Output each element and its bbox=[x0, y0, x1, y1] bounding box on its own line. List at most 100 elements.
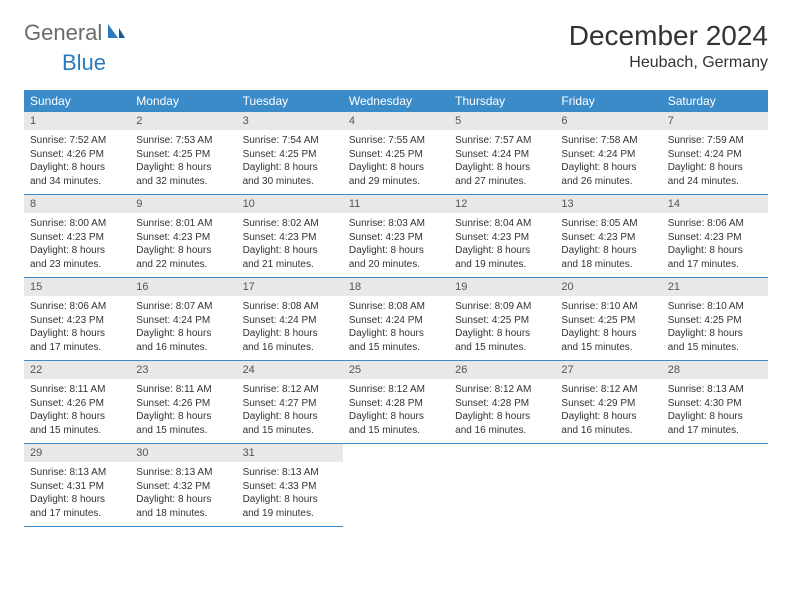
day-number: 30 bbox=[130, 444, 236, 462]
day-number: 3 bbox=[237, 112, 343, 130]
day-body: Sunrise: 8:08 AMSunset: 4:24 PMDaylight:… bbox=[237, 296, 343, 360]
sunset-text: Sunset: 4:26 PM bbox=[30, 397, 124, 411]
sunrise-text: Sunrise: 8:04 AM bbox=[455, 217, 549, 231]
weekday-header: Saturday bbox=[662, 90, 768, 112]
daylight-text: Daylight: 8 hours and 17 minutes. bbox=[30, 327, 124, 354]
weekday-header-row: Sunday Monday Tuesday Wednesday Thursday… bbox=[24, 90, 768, 112]
day-number: 13 bbox=[555, 195, 661, 213]
daylight-text: Daylight: 8 hours and 24 minutes. bbox=[668, 161, 762, 188]
daylight-text: Daylight: 8 hours and 30 minutes. bbox=[243, 161, 337, 188]
sunrise-text: Sunrise: 8:12 AM bbox=[349, 383, 443, 397]
day-body: Sunrise: 7:58 AMSunset: 4:24 PMDaylight:… bbox=[555, 130, 661, 194]
daylight-text: Daylight: 8 hours and 18 minutes. bbox=[136, 493, 230, 520]
daylight-text: Daylight: 8 hours and 15 minutes. bbox=[243, 410, 337, 437]
daylight-text: Daylight: 8 hours and 15 minutes. bbox=[136, 410, 230, 437]
sunset-text: Sunset: 4:25 PM bbox=[561, 314, 655, 328]
sunset-text: Sunset: 4:26 PM bbox=[136, 397, 230, 411]
daylight-text: Daylight: 8 hours and 19 minutes. bbox=[455, 244, 549, 271]
daylight-text: Daylight: 8 hours and 15 minutes. bbox=[455, 327, 549, 354]
day-number: 4 bbox=[343, 112, 449, 130]
day-body: Sunrise: 7:54 AMSunset: 4:25 PMDaylight:… bbox=[237, 130, 343, 194]
sunrise-text: Sunrise: 8:11 AM bbox=[30, 383, 124, 397]
daylight-text: Daylight: 8 hours and 34 minutes. bbox=[30, 161, 124, 188]
day-cell bbox=[555, 444, 661, 527]
day-body: Sunrise: 8:08 AMSunset: 4:24 PMDaylight:… bbox=[343, 296, 449, 360]
daylight-text: Daylight: 8 hours and 22 minutes. bbox=[136, 244, 230, 271]
sunrise-text: Sunrise: 8:06 AM bbox=[668, 217, 762, 231]
sunrise-text: Sunrise: 7:55 AM bbox=[349, 134, 443, 148]
sunset-text: Sunset: 4:28 PM bbox=[455, 397, 549, 411]
day-body: Sunrise: 8:10 AMSunset: 4:25 PMDaylight:… bbox=[555, 296, 661, 360]
sunrise-text: Sunrise: 8:13 AM bbox=[243, 466, 337, 480]
day-number: 21 bbox=[662, 278, 768, 296]
sunrise-text: Sunrise: 7:53 AM bbox=[136, 134, 230, 148]
weekday-header: Sunday bbox=[24, 90, 130, 112]
daylight-text: Daylight: 8 hours and 16 minutes. bbox=[455, 410, 549, 437]
day-cell: 19Sunrise: 8:09 AMSunset: 4:25 PMDayligh… bbox=[449, 278, 555, 361]
day-cell bbox=[662, 444, 768, 527]
daylight-text: Daylight: 8 hours and 27 minutes. bbox=[455, 161, 549, 188]
week-row: 22Sunrise: 8:11 AMSunset: 4:26 PMDayligh… bbox=[24, 361, 768, 444]
sunset-text: Sunset: 4:23 PM bbox=[30, 231, 124, 245]
day-body: Sunrise: 8:05 AMSunset: 4:23 PMDaylight:… bbox=[555, 213, 661, 277]
sunrise-text: Sunrise: 8:03 AM bbox=[349, 217, 443, 231]
day-number: 24 bbox=[237, 361, 343, 379]
daylight-text: Daylight: 8 hours and 15 minutes. bbox=[349, 327, 443, 354]
sunrise-text: Sunrise: 8:12 AM bbox=[561, 383, 655, 397]
day-number: 6 bbox=[555, 112, 661, 130]
weekday-header: Monday bbox=[130, 90, 236, 112]
day-cell: 22Sunrise: 8:11 AMSunset: 4:26 PMDayligh… bbox=[24, 361, 130, 444]
day-number: 5 bbox=[449, 112, 555, 130]
day-cell: 13Sunrise: 8:05 AMSunset: 4:23 PMDayligh… bbox=[555, 195, 661, 278]
weekday-header: Thursday bbox=[449, 90, 555, 112]
day-cell: 26Sunrise: 8:12 AMSunset: 4:28 PMDayligh… bbox=[449, 361, 555, 444]
daylight-text: Daylight: 8 hours and 32 minutes. bbox=[136, 161, 230, 188]
day-body: Sunrise: 7:55 AMSunset: 4:25 PMDaylight:… bbox=[343, 130, 449, 194]
day-body: Sunrise: 8:12 AMSunset: 4:28 PMDaylight:… bbox=[449, 379, 555, 443]
sunrise-text: Sunrise: 8:13 AM bbox=[30, 466, 124, 480]
day-cell: 24Sunrise: 8:12 AMSunset: 4:27 PMDayligh… bbox=[237, 361, 343, 444]
sunrise-text: Sunrise: 8:12 AM bbox=[455, 383, 549, 397]
day-number: 16 bbox=[130, 278, 236, 296]
sunset-text: Sunset: 4:24 PM bbox=[455, 148, 549, 162]
daylight-text: Daylight: 8 hours and 17 minutes. bbox=[668, 410, 762, 437]
day-body: Sunrise: 8:03 AMSunset: 4:23 PMDaylight:… bbox=[343, 213, 449, 277]
sunrise-text: Sunrise: 8:13 AM bbox=[136, 466, 230, 480]
day-number: 12 bbox=[449, 195, 555, 213]
sunset-text: Sunset: 4:25 PM bbox=[243, 148, 337, 162]
day-number: 29 bbox=[24, 444, 130, 462]
day-cell: 23Sunrise: 8:11 AMSunset: 4:26 PMDayligh… bbox=[130, 361, 236, 444]
day-cell: 20Sunrise: 8:10 AMSunset: 4:25 PMDayligh… bbox=[555, 278, 661, 361]
day-cell: 16Sunrise: 8:07 AMSunset: 4:24 PMDayligh… bbox=[130, 278, 236, 361]
day-body: Sunrise: 7:52 AMSunset: 4:26 PMDaylight:… bbox=[24, 130, 130, 194]
sunrise-text: Sunrise: 7:59 AM bbox=[668, 134, 762, 148]
sunset-text: Sunset: 4:32 PM bbox=[136, 480, 230, 494]
day-body: Sunrise: 8:13 AMSunset: 4:30 PMDaylight:… bbox=[662, 379, 768, 443]
daylight-text: Daylight: 8 hours and 29 minutes. bbox=[349, 161, 443, 188]
sunset-text: Sunset: 4:23 PM bbox=[455, 231, 549, 245]
day-body: Sunrise: 8:13 AMSunset: 4:33 PMDaylight:… bbox=[237, 462, 343, 526]
day-number: 15 bbox=[24, 278, 130, 296]
day-number: 20 bbox=[555, 278, 661, 296]
day-number: 23 bbox=[130, 361, 236, 379]
sunrise-text: Sunrise: 8:09 AM bbox=[455, 300, 549, 314]
day-body: Sunrise: 8:12 AMSunset: 4:29 PMDaylight:… bbox=[555, 379, 661, 443]
day-cell: 7Sunrise: 7:59 AMSunset: 4:24 PMDaylight… bbox=[662, 112, 768, 195]
sunset-text: Sunset: 4:23 PM bbox=[668, 231, 762, 245]
day-number: 25 bbox=[343, 361, 449, 379]
sunrise-text: Sunrise: 7:52 AM bbox=[30, 134, 124, 148]
day-body: Sunrise: 8:12 AMSunset: 4:28 PMDaylight:… bbox=[343, 379, 449, 443]
day-body: Sunrise: 8:13 AMSunset: 4:32 PMDaylight:… bbox=[130, 462, 236, 526]
sunrise-text: Sunrise: 8:00 AM bbox=[30, 217, 124, 231]
day-body: Sunrise: 8:02 AMSunset: 4:23 PMDaylight:… bbox=[237, 213, 343, 277]
day-body: Sunrise: 8:00 AMSunset: 4:23 PMDaylight:… bbox=[24, 213, 130, 277]
sunset-text: Sunset: 4:28 PM bbox=[349, 397, 443, 411]
day-body: Sunrise: 8:07 AMSunset: 4:24 PMDaylight:… bbox=[130, 296, 236, 360]
calendar-grid: Sunday Monday Tuesday Wednesday Thursday… bbox=[24, 90, 768, 527]
day-cell: 27Sunrise: 8:12 AMSunset: 4:29 PMDayligh… bbox=[555, 361, 661, 444]
day-cell: 10Sunrise: 8:02 AMSunset: 4:23 PMDayligh… bbox=[237, 195, 343, 278]
day-cell: 2Sunrise: 7:53 AMSunset: 4:25 PMDaylight… bbox=[130, 112, 236, 195]
day-cell bbox=[343, 444, 449, 527]
daylight-text: Daylight: 8 hours and 26 minutes. bbox=[561, 161, 655, 188]
day-body: Sunrise: 8:01 AMSunset: 4:23 PMDaylight:… bbox=[130, 213, 236, 277]
